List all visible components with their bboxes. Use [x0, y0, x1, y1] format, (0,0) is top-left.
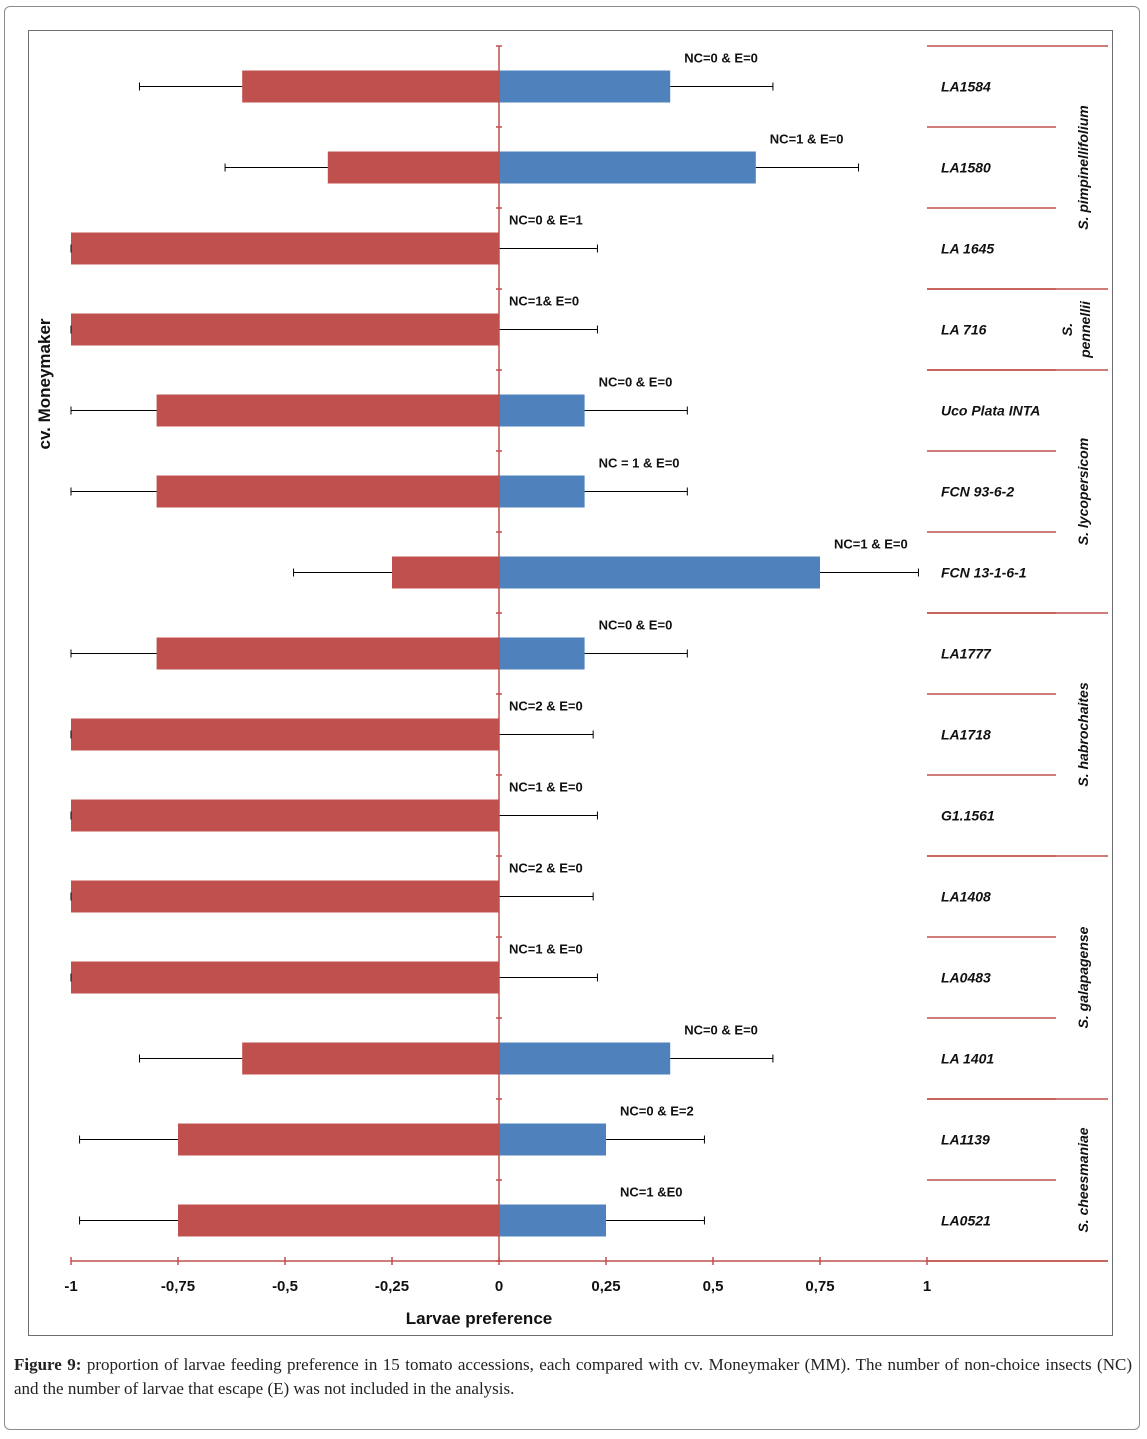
x-tick-label: 0,75: [805, 1278, 834, 1295]
bar-annotation: NC=2 & E=0: [509, 861, 583, 876]
y-axis-title: cv. Moneymaker: [35, 318, 54, 449]
moneymaker-bar: [71, 961, 499, 994]
x-tick-label: -1: [64, 1278, 77, 1295]
x-tick-label: 0: [495, 1278, 503, 1295]
caption-label: Figure 9:: [14, 1355, 82, 1374]
accession-label: LA1139: [941, 1132, 990, 1148]
x-tick-label: -0,5: [272, 1278, 298, 1295]
accession-label: FCN 13-1-6-1: [941, 565, 1027, 581]
moneymaker-bar: [156, 394, 499, 427]
caption-text: proportion of larvae feeding preference …: [14, 1355, 1132, 1398]
bar-annotation: NC=1& E=0: [509, 294, 579, 309]
figure-frame: [4, 6, 1140, 1430]
moneymaker-bar: [392, 556, 499, 589]
bar-annotation: NC=1 &E0: [620, 1185, 683, 1200]
moneymaker-bar: [71, 718, 499, 751]
moneymaker-bar: [242, 1042, 499, 1075]
species-label: S. lycopersicom: [1075, 438, 1091, 545]
bar-annotation: NC=2 & E=0: [509, 699, 583, 714]
species-label: S.: [1059, 323, 1075, 336]
bar-annotation: NC=0 & E=2: [620, 1104, 694, 1119]
moneymaker-bar: [71, 313, 499, 346]
species-label: S. galapagense: [1075, 926, 1091, 1028]
moneymaker-bar: [71, 232, 499, 265]
accession-label: LA 1645: [941, 241, 994, 257]
accession-bar: [499, 556, 820, 589]
larvae-preference-chart: NC=0 & E=0 LA1584 NC=1 & E=0 LA1580 NC=0 & E…: [35, 45, 1108, 1328]
accession-bar: [499, 151, 756, 184]
accession-label: LA 716: [941, 322, 987, 338]
bar-annotation: NC=1 & E=0: [770, 132, 844, 147]
accession-label: Uco Plata INTA: [941, 403, 1040, 419]
moneymaker-bar: [178, 1204, 499, 1237]
species-label: S. habrochaites: [1075, 682, 1091, 786]
bar-annotation: NC=0 & E=1: [509, 213, 583, 228]
bar-annotation: NC=1 & E=0: [834, 537, 908, 552]
accession-label: LA0483: [941, 970, 991, 986]
species-label: pennellii: [1077, 300, 1093, 359]
accession-bar: [499, 1204, 606, 1237]
accession-label: LA1777: [941, 646, 992, 662]
bar-annotation: NC=0 & E=0: [599, 375, 673, 390]
bar-annotation: NC = 1 & E=0: [599, 456, 680, 471]
accession-label: LA1408: [941, 889, 991, 905]
accession-bar: [499, 1042, 671, 1075]
x-tick-label: 1: [923, 1278, 931, 1295]
accession-label: FCN 93-6-2: [941, 484, 1014, 500]
x-tick-label: -0,75: [161, 1278, 195, 1295]
bar-annotation: NC=1 & E=0: [509, 942, 583, 957]
x-tick-label: -0,25: [375, 1278, 409, 1295]
moneymaker-bar: [71, 880, 499, 913]
accession-bar: [499, 1123, 606, 1156]
accession-label: G1.1561: [941, 808, 995, 824]
x-tick-label: 0,25: [591, 1278, 620, 1295]
accession-bar: [499, 394, 585, 427]
accession-label: LA1584: [941, 79, 991, 95]
accession-bar: [499, 637, 585, 670]
bar-annotation: NC=0 & E=0: [599, 618, 673, 633]
x-tick-label: 0,5: [703, 1278, 724, 1295]
moneymaker-bar: [242, 70, 499, 103]
figure-caption: Figure 9: proportion of larvae feeding p…: [14, 1353, 1132, 1401]
accession-label: LA1718: [941, 727, 991, 743]
moneymaker-bar: [71, 799, 499, 832]
accession-bar: [499, 70, 671, 103]
species-label: S. pimpinellifolium: [1075, 105, 1091, 229]
moneymaker-bar: [178, 1123, 499, 1156]
accession-label: LA0521: [941, 1213, 991, 1229]
moneymaker-bar: [327, 151, 499, 184]
x-axis-title: Larvae preference: [406, 1309, 552, 1328]
accession-label: LA 1401: [941, 1051, 994, 1067]
species-label: S. cheesmaniae: [1075, 1127, 1091, 1232]
accession-bar: [499, 475, 585, 508]
moneymaker-bar: [156, 637, 499, 670]
bar-annotation: NC=0 & E=0: [684, 1023, 758, 1038]
bar-annotation: NC=1 & E=0: [509, 780, 583, 795]
chart-plot-frame: [28, 30, 1113, 1336]
moneymaker-bar: [156, 475, 499, 508]
bar-annotation: NC=0 & E=0: [684, 51, 758, 66]
accession-label: LA1580: [941, 160, 991, 176]
